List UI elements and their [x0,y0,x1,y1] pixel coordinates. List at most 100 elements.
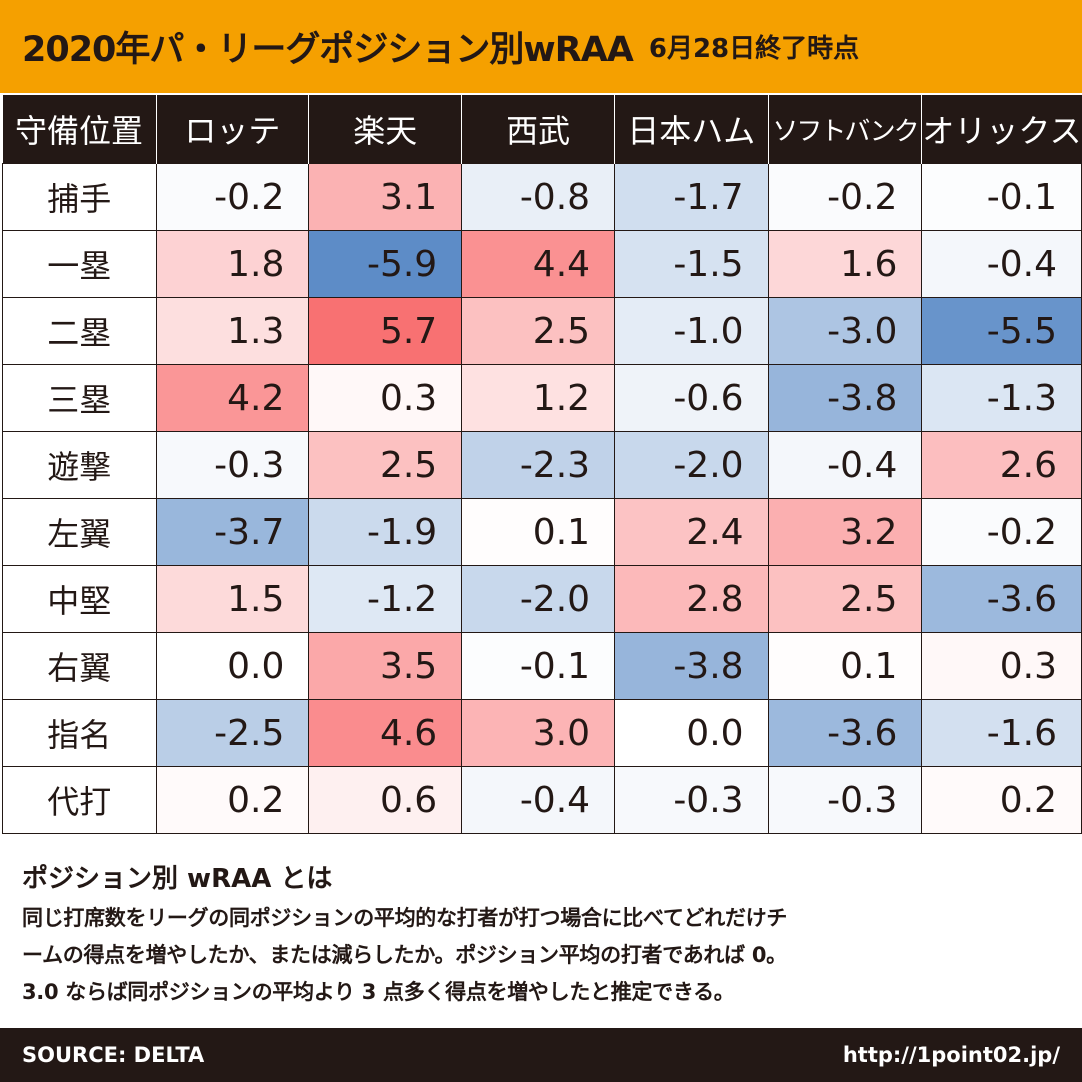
header-team: 日本ハム [614,95,769,164]
row-label: 中堅 [2,565,157,633]
wraa-cell: -2.0 [461,565,616,633]
row-label: 左翼 [2,498,157,566]
wraa-cell: 2.5 [308,431,463,499]
table-row: 中堅 1.5 -1.2 -2.0 2.8 2.5 -3.6 [2,565,1082,633]
row-label: 三塁 [2,364,157,432]
row-label: 右翼 [2,632,157,700]
wraa-table: 守備位置 ロッテ 楽天 西武 日本ハム ソフトバンク オリックス 捕手 -0.2 3… [2,95,1082,834]
table-row: 一塁 1.8 -5.9 4.4 -1.5 1.6 -0.4 [2,230,1082,298]
wraa-cell: 2.5 [767,565,923,633]
wraa-cell: -2.5 [155,699,310,767]
wraa-cell: 0.1 [767,632,923,700]
wraa-cell: -1.0 [614,297,769,365]
wraa-cell: 1.2 [461,364,616,432]
wraa-cell: -0.4 [461,766,616,834]
table-body: 捕手 -0.2 3.1 -0.8 -1.7 -0.2 -0.1 一塁 1.8 -5.9 4.4 -1.… [2,163,1082,834]
header-corner: 守備位置 [2,95,156,164]
about-line: 3.0 ならば同ポジションの平均より 3 点多く得点を増やしたと推定できる。 [22,980,735,1004]
about-line: ームの得点を増やしたか、または減らしたか。ポジション平均の打者であれば 0。 [22,943,787,967]
wraa-cell: -1.3 [921,364,1082,432]
wraa-cell: -2.3 [461,431,616,499]
wraa-cell: -3.8 [614,632,769,700]
table-header-row: 守備位置 ロッテ 楽天 西武 日本ハム ソフトバンク オリックス [2,95,1082,164]
wraa-cell: 0.3 [921,632,1082,700]
wraa-cell: -3.7 [155,498,310,566]
wraa-cell: 1.6 [767,230,923,298]
table-row: 代打 0.2 0.6 -0.4 -0.3 -0.3 0.2 [2,766,1082,834]
wraa-cell: 3.1 [308,163,463,231]
wraa-cell: -0.3 [155,431,310,499]
about-title: ポジション別 wRAA とは [22,864,333,894]
wraa-cell: -0.3 [767,766,923,834]
wraa-cell: -0.8 [461,163,616,231]
title-bar: 2020年パ・リーグポジション別wRAA 6月28日終了時点 [0,0,1082,93]
wraa-cell: 2.5 [461,297,616,365]
wraa-cell: 2.8 [614,565,769,633]
wraa-cell: 4.2 [155,364,310,432]
wraa-cell: 0.6 [308,766,463,834]
header-team: ロッテ [155,95,309,164]
source-label: SOURCE: DELTA [22,1043,205,1067]
wraa-cell: -0.2 [767,163,923,231]
wraa-cell: 2.4 [614,498,769,566]
wraa-cell: 0.2 [155,766,310,834]
about-text: 同じ打席数をリーグの同ポジションの平均的な打者が打つ場合に比べてどれだけチ ーム… [22,900,1067,1011]
row-label: 指名 [2,699,157,767]
wraa-cell: -5.9 [308,230,463,298]
wraa-cell: -5.5 [921,297,1082,365]
header-team: 西武 [461,95,615,164]
wraa-cell: 3.2 [767,498,923,566]
wraa-cell: -1.7 [614,163,769,231]
table-row: 左翼 -3.7 -1.9 0.1 2.4 3.2 -0.2 [2,498,1082,566]
table-row: 遊撃 -0.3 2.5 -2.3 -2.0 -0.4 2.6 [2,431,1082,499]
wraa-cell: -1.6 [921,699,1082,767]
wraa-cell: 3.5 [308,632,463,700]
wraa-cell: 4.4 [461,230,616,298]
wraa-cell: 1.3 [155,297,310,365]
wraa-cell: 0.0 [614,699,769,767]
wraa-cell: 0.0 [155,632,310,700]
row-label: 遊撃 [2,431,157,499]
wraa-cell: -0.4 [767,431,923,499]
row-label: 二塁 [2,297,157,365]
table-row: 二塁 1.3 5.7 2.5 -1.0 -3.0 -5.5 [2,297,1082,365]
wraa-cell: -3.0 [767,297,923,365]
row-label: 捕手 [2,163,157,231]
chart-title: 2020年パ・リーグポジション別wRAA [22,30,634,70]
wraa-cell: -0.1 [921,163,1082,231]
wraa-cell: -1.9 [308,498,463,566]
wraa-cell: 1.5 [155,565,310,633]
source-url: http://1point02.jp/ [842,1043,1060,1067]
wraa-cell: -0.3 [614,766,769,834]
chart-subtitle: 6月28日終了時点 [648,34,860,64]
table-row: 指名 -2.5 4.6 3.0 0.0 -3.6 -1.6 [2,699,1082,767]
wraa-cell: -2.0 [614,431,769,499]
wraa-cell: -1.5 [614,230,769,298]
wraa-cell: -1.2 [308,565,463,633]
table-row: 右翼 0.0 3.5 -0.1 -3.8 0.1 0.3 [2,632,1082,700]
row-label: 一塁 [2,230,157,298]
row-label: 代打 [2,766,157,834]
header-team: オリックス [921,95,1082,164]
wraa-cell: 1.8 [155,230,310,298]
wraa-cell: 0.2 [921,766,1082,834]
wraa-cell: 2.6 [921,431,1082,499]
wraa-cell: 3.0 [461,699,616,767]
wraa-cell: -0.4 [921,230,1082,298]
footer: SOURCE: DELTA http://1point02.jp/ [0,1028,1082,1082]
wraa-cell: -0.1 [461,632,616,700]
table-row: 三塁 4.2 0.3 1.2 -0.6 -3.8 -1.3 [2,364,1082,432]
about-line: 同じ打席数をリーグの同ポジションの平均的な打者が打つ場合に比べてどれだけチ [22,906,788,930]
header-team: 楽天 [308,95,462,164]
wraa-cell: 0.3 [308,364,463,432]
table-row: 捕手 -0.2 3.1 -0.8 -1.7 -0.2 -0.1 [2,163,1082,231]
wraa-cell: 0.1 [461,498,616,566]
header-team: ソフトバンク [767,95,922,164]
wraa-cell: -0.2 [921,498,1082,566]
wraa-cell: 5.7 [308,297,463,365]
wraa-cell: -3.8 [767,364,923,432]
wraa-cell: 4.6 [308,699,463,767]
wraa-cell: -3.6 [767,699,923,767]
wraa-cell: -0.2 [155,163,310,231]
wraa-cell: -3.6 [921,565,1082,633]
